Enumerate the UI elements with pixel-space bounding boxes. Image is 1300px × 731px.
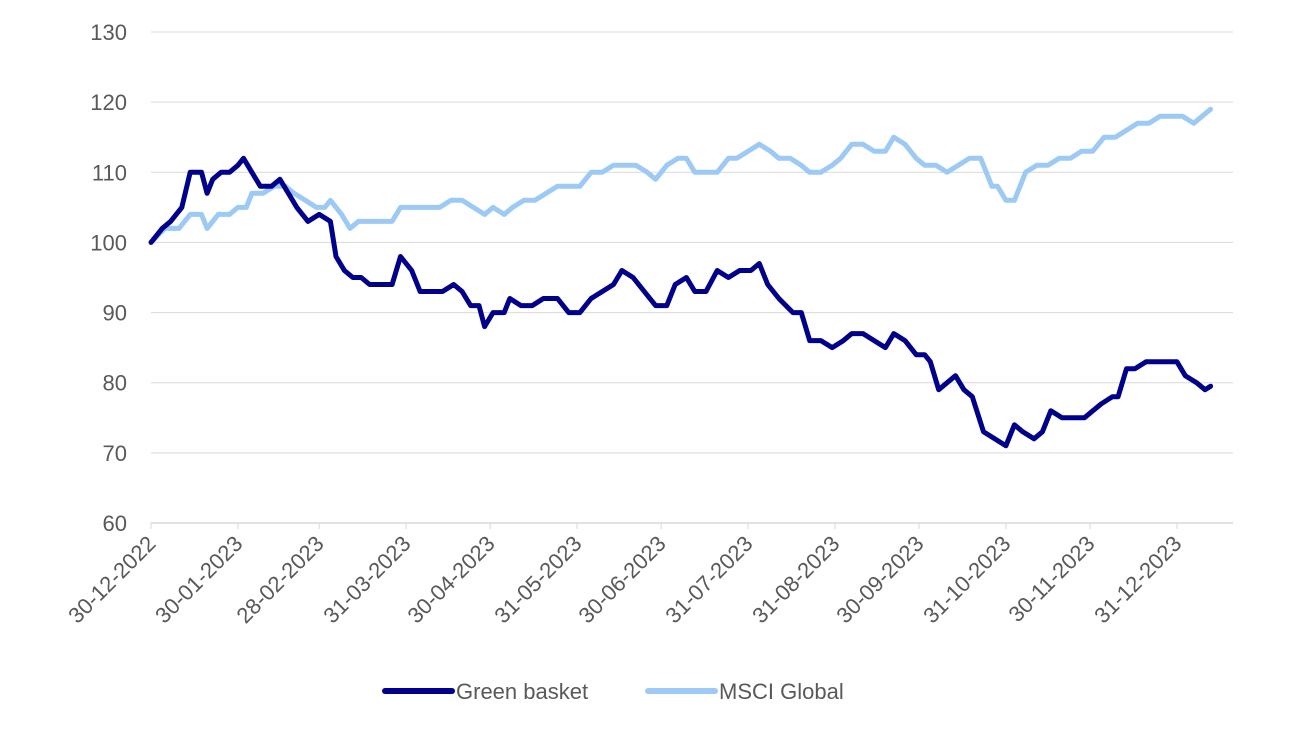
x-tick-label: 30-11-2023 <box>1003 531 1099 627</box>
legend-item-green-basket: Green basket <box>382 679 588 704</box>
series-line-green-basket <box>148 155 1214 449</box>
y-tick-label: 120 <box>90 90 127 115</box>
series-line-msci-global <box>148 106 1214 245</box>
x-tick-label: 30-09-2023 <box>831 531 928 628</box>
y-axis: 60 70 80 90 100 110 120 130 <box>90 20 127 536</box>
legend-item-msci-global: MSCI Global <box>645 679 844 704</box>
legend-label-green-basket: Green basket <box>456 679 588 704</box>
x-tick-label: 28-02-2023 <box>231 531 328 628</box>
x-axis: 30-12-202230-01-202328-02-202331-03-2023… <box>63 523 1186 628</box>
y-tick-label: 130 <box>90 20 127 45</box>
x-tick-label: 31-12-2023 <box>1089 531 1186 628</box>
x-tick-label: 31-10-2023 <box>918 531 1015 628</box>
x-tick-label: 31-08-2023 <box>747 531 844 628</box>
gridlines <box>151 31 1233 454</box>
x-tick-label: 30-01-2023 <box>150 531 247 628</box>
y-tick-label: 60 <box>103 511 127 536</box>
y-tick-label: 80 <box>103 371 127 396</box>
series-layer <box>148 106 1214 449</box>
legend-label-msci-global: MSCI Global <box>719 679 844 704</box>
x-tick-label: 31-05-2023 <box>489 531 586 628</box>
x-tick-label: 31-07-2023 <box>660 531 757 628</box>
y-tick-label: 100 <box>90 230 127 255</box>
legend: Green basket MSCI Global <box>382 679 844 704</box>
x-tick-label: 30-06-2023 <box>573 531 670 628</box>
x-tick-label: 30-04-2023 <box>402 531 499 628</box>
y-tick-label: 90 <box>103 301 127 326</box>
y-tick-label: 70 <box>103 441 127 466</box>
x-tick-label: 31-03-2023 <box>318 531 415 628</box>
x-tick-label: 30-12-2022 <box>63 531 160 628</box>
y-tick-label: 110 <box>92 160 127 185</box>
